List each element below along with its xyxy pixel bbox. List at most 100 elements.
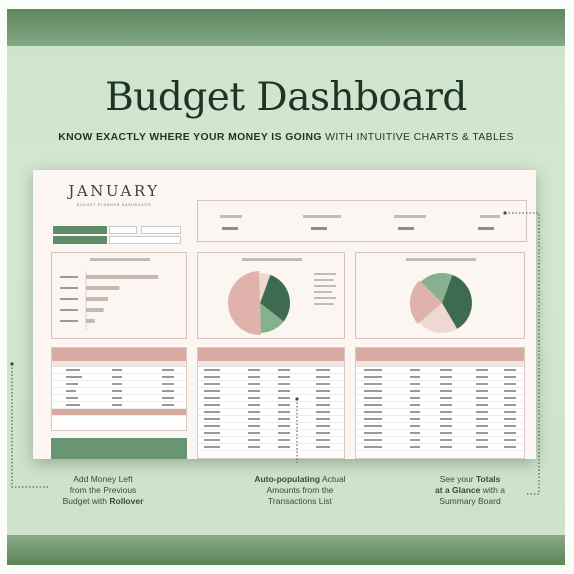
pie-slice	[260, 303, 284, 333]
table-row[interactable]	[198, 395, 344, 402]
income-total-row	[52, 409, 186, 416]
table-row[interactable]	[356, 374, 524, 381]
annotation-right-line1-text: See your	[439, 474, 476, 484]
promo-graphic: Budget Dashboard KNOW EXACTLY WHERE YOUR…	[7, 9, 565, 565]
income-table	[51, 347, 187, 431]
month-subtitle: BUDGET PLANNER DASHBOARD	[76, 203, 152, 207]
table-row[interactable]	[198, 388, 344, 395]
annotation-center-line3: Transactions List	[268, 496, 332, 506]
month-title: JANUARY	[68, 182, 160, 200]
annotation-right-line2-text: with a	[480, 485, 505, 495]
table-row[interactable]	[356, 423, 524, 430]
table-row[interactable]	[356, 381, 524, 388]
table-row[interactable]	[52, 402, 186, 409]
annotation-center-line1-bold: Auto-populating	[254, 474, 321, 484]
page-title: Budget Dashboard	[105, 75, 467, 120]
expenses-table-columns	[198, 361, 344, 367]
annotation-center-line1-text: Actual	[320, 474, 346, 484]
annotation-right-line2-bold: at a Glance	[435, 485, 481, 495]
table-row[interactable]	[52, 395, 186, 402]
annotation-right-line3: Summary Board	[439, 496, 501, 506]
bar-category-label	[60, 298, 78, 300]
start-date-label	[53, 226, 107, 234]
bar	[86, 286, 120, 290]
table-row[interactable]	[198, 409, 344, 416]
table-row[interactable]	[356, 388, 524, 395]
summary-expenses	[293, 215, 383, 243]
pie-chart-2-panel	[355, 252, 525, 339]
bottom-band	[7, 535, 565, 565]
annotation-center-line2: Amounts from the	[266, 485, 334, 495]
bar	[86, 319, 95, 323]
summary-board	[197, 200, 527, 242]
bar-chart	[60, 271, 159, 330]
table-row[interactable]	[356, 367, 524, 374]
bar-category-label	[60, 309, 78, 311]
annotation-right-line1: See your Totals	[411, 474, 529, 485]
bar-chart-panel	[51, 252, 187, 339]
pie-slice	[419, 303, 458, 333]
income-table-columns	[52, 361, 186, 367]
pie-slice	[442, 274, 472, 329]
table-row[interactable]	[52, 367, 186, 374]
table-row[interactable]	[356, 430, 524, 437]
rollover-panel	[51, 438, 187, 459]
table-row[interactable]	[356, 444, 524, 451]
rollover-field[interactable]	[109, 236, 181, 244]
summary-income	[208, 215, 298, 243]
table-row[interactable]	[198, 437, 344, 444]
pie-slice	[259, 273, 271, 303]
summary-savings	[378, 215, 468, 243]
income-table-header	[52, 348, 186, 361]
table-row[interactable]	[356, 409, 524, 416]
pie-chart-1-panel	[197, 252, 345, 339]
pie-slice	[260, 274, 290, 322]
annotation-left-line1: Add Money Left	[73, 474, 133, 484]
bar-category-label	[60, 287, 78, 289]
table-row[interactable]	[198, 423, 344, 430]
summary-debt	[460, 215, 550, 243]
annotation-left-line3: Budget with Rollover	[43, 496, 163, 507]
annotation-rollover: Add Money Left from the Previous Budget …	[43, 474, 163, 507]
table-row[interactable]	[356, 437, 524, 444]
end-date-field[interactable]	[141, 226, 181, 234]
summary-table	[355, 347, 525, 459]
table-row[interactable]	[356, 402, 524, 409]
pie-chart-1	[228, 271, 290, 335]
start-date-field[interactable]	[109, 226, 137, 234]
table-row[interactable]	[198, 374, 344, 381]
expenses-table-header	[198, 348, 344, 361]
table-row[interactable]	[198, 430, 344, 437]
table-row[interactable]	[198, 416, 344, 423]
table-row[interactable]	[52, 381, 186, 388]
pie-slice	[420, 273, 453, 303]
annotation-auto-populating: Auto-populating Actual Amounts from the …	[225, 474, 375, 507]
pie-slice	[228, 271, 261, 335]
bar	[86, 308, 104, 312]
tagline-bold: KNOW EXACTLY WHERE YOUR MONEY IS GOING	[58, 132, 322, 143]
annotation-center-line1: Auto-populating Actual	[225, 474, 375, 485]
rollover-label	[53, 236, 107, 244]
dashboard-sheet: JANUARY BUDGET PLANNER DASHBOARD	[33, 170, 536, 459]
annotation-right-line1-bold: Totals	[475, 474, 501, 484]
bar-category-label	[60, 320, 78, 322]
table-row[interactable]	[198, 367, 344, 374]
table-row[interactable]	[198, 444, 344, 451]
table-row[interactable]	[198, 402, 344, 409]
pie-chart-2	[410, 273, 472, 333]
summary-table-columns	[356, 361, 524, 367]
table-row[interactable]	[356, 416, 524, 423]
annotation-left-line2: from the Previous	[69, 485, 137, 495]
summary-table-header	[356, 348, 524, 361]
annotation-summary-board: See your Totals at a Glance with a Summa…	[411, 474, 529, 507]
bar	[86, 297, 108, 301]
table-row[interactable]	[52, 374, 186, 381]
table-row[interactable]	[198, 381, 344, 388]
bar	[86, 275, 159, 279]
top-band	[7, 9, 565, 46]
table-row[interactable]	[52, 388, 186, 395]
tagline-rest: WITH INTUITIVE CHARTS & TABLES	[321, 132, 514, 143]
callout-lines	[10, 211, 540, 495]
table-row[interactable]	[356, 395, 524, 402]
